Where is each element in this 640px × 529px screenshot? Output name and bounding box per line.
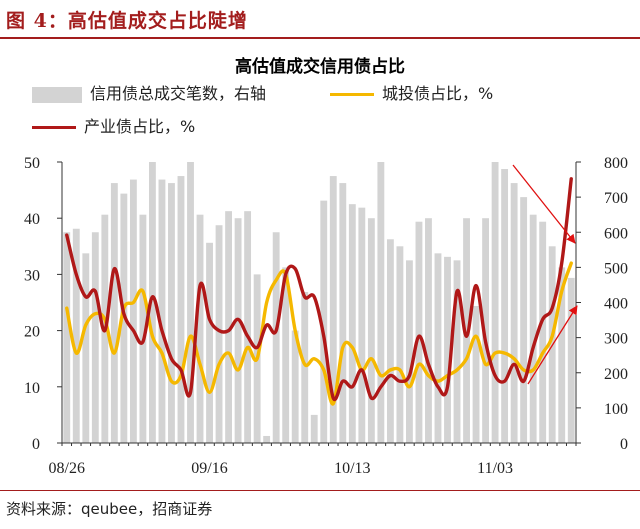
y-right-tick-label: 800 xyxy=(604,155,628,172)
bars-layer xyxy=(63,162,575,444)
bar xyxy=(225,211,233,443)
bar xyxy=(291,330,299,443)
source-note: 资料来源：qeubee，招商证券 xyxy=(6,500,213,518)
bar xyxy=(539,221,547,443)
legend-label-chengtou: 城投债占比，% xyxy=(382,84,494,103)
y-left-tick-label: 30 xyxy=(24,267,40,284)
y-left-tick-label: 50 xyxy=(24,155,40,172)
y-right-tick-label: 700 xyxy=(604,190,628,207)
bar xyxy=(367,218,375,443)
legend-swatch-chanye xyxy=(32,126,76,129)
legend-item-bars: 信用债总成交笔数，右轴 xyxy=(32,80,266,104)
bar xyxy=(396,246,404,443)
y-right-tick-label: 600 xyxy=(604,225,628,242)
bar xyxy=(501,169,509,443)
x-tick-label: 11/03 xyxy=(477,460,513,477)
bar xyxy=(206,242,213,443)
x-tick-label: 08/26 xyxy=(49,460,85,477)
bar xyxy=(187,162,194,443)
chart-title: 高估值成交信用债占比 xyxy=(235,57,405,77)
bar xyxy=(158,179,166,443)
x-tick-label: 10/13 xyxy=(334,460,370,477)
bar xyxy=(386,239,394,443)
y-right-tick-label: 300 xyxy=(604,331,628,348)
series-line-chengtou xyxy=(65,261,573,406)
y-right-tick-label: 400 xyxy=(604,296,628,313)
y-left-tick-label: 20 xyxy=(24,324,40,341)
bar xyxy=(148,162,156,443)
legend-label-chanye: 产业债占比，% xyxy=(84,117,196,136)
annotation-arrow-upper xyxy=(512,164,576,244)
bar xyxy=(444,256,451,443)
legend-label-bars: 信用债总成交笔数，右轴 xyxy=(90,84,267,103)
bar xyxy=(139,214,147,443)
bar xyxy=(377,162,385,443)
header-rule xyxy=(0,37,640,39)
bar xyxy=(329,176,337,444)
legend-item-chengtou: 城投债占比，% xyxy=(330,80,493,104)
bar xyxy=(63,232,71,443)
x-tick-label: 09/16 xyxy=(191,460,227,477)
legend-item-chanye: 产业债占比，% xyxy=(32,113,195,137)
bar xyxy=(567,277,575,443)
legend-swatch-chengtou xyxy=(330,93,374,96)
bar xyxy=(358,207,366,443)
chart-canvas: 01020304050010020030040050060070080008/2… xyxy=(24,155,628,477)
bar xyxy=(491,162,499,443)
footer-rule xyxy=(0,490,640,491)
y-right-tick-label: 500 xyxy=(604,260,628,277)
y-left-tick-label: 10 xyxy=(24,380,40,397)
y-right-tick-label: 200 xyxy=(604,366,628,383)
y-left-tick-label: 40 xyxy=(24,211,40,228)
bar xyxy=(301,291,309,443)
y-right-tick-label: 0 xyxy=(620,436,628,453)
lines-layer xyxy=(65,177,573,406)
bar xyxy=(177,176,185,444)
bar xyxy=(72,228,80,443)
bar xyxy=(272,232,280,443)
bar xyxy=(558,267,566,443)
bar xyxy=(472,306,480,443)
figure-header: 图 4：高估值成交占比陡增 xyxy=(0,0,640,39)
axes-layer: 01020304050010020030040050060070080008/2… xyxy=(24,155,628,477)
bar xyxy=(129,179,137,443)
annotation-arrows xyxy=(512,164,578,385)
bar xyxy=(425,218,432,443)
bar xyxy=(110,183,118,443)
bar xyxy=(453,260,461,443)
bar xyxy=(463,218,470,443)
bar xyxy=(339,183,347,443)
annotation-arrow-lower xyxy=(527,305,578,385)
bar xyxy=(482,218,490,443)
y-right-tick-label: 100 xyxy=(604,401,628,418)
bar xyxy=(320,200,328,443)
bar xyxy=(82,253,90,443)
legend-swatch-bars xyxy=(32,86,82,103)
bar xyxy=(196,214,204,443)
bar xyxy=(520,197,528,443)
bar xyxy=(405,260,413,443)
bar xyxy=(263,435,271,443)
bar xyxy=(91,232,99,443)
y-left-tick-label: 0 xyxy=(32,436,40,453)
bar xyxy=(244,211,252,443)
bar xyxy=(234,218,242,443)
bar xyxy=(348,204,356,443)
bar xyxy=(434,253,442,443)
bar xyxy=(215,225,223,443)
bar xyxy=(168,183,175,443)
bar xyxy=(529,214,537,443)
bar xyxy=(310,414,318,443)
bar xyxy=(415,221,423,443)
series-line-chanye xyxy=(65,177,573,402)
figure-title: 图 4：高估值成交占比陡增 xyxy=(6,10,248,32)
bar xyxy=(282,267,290,443)
bar xyxy=(510,183,518,443)
